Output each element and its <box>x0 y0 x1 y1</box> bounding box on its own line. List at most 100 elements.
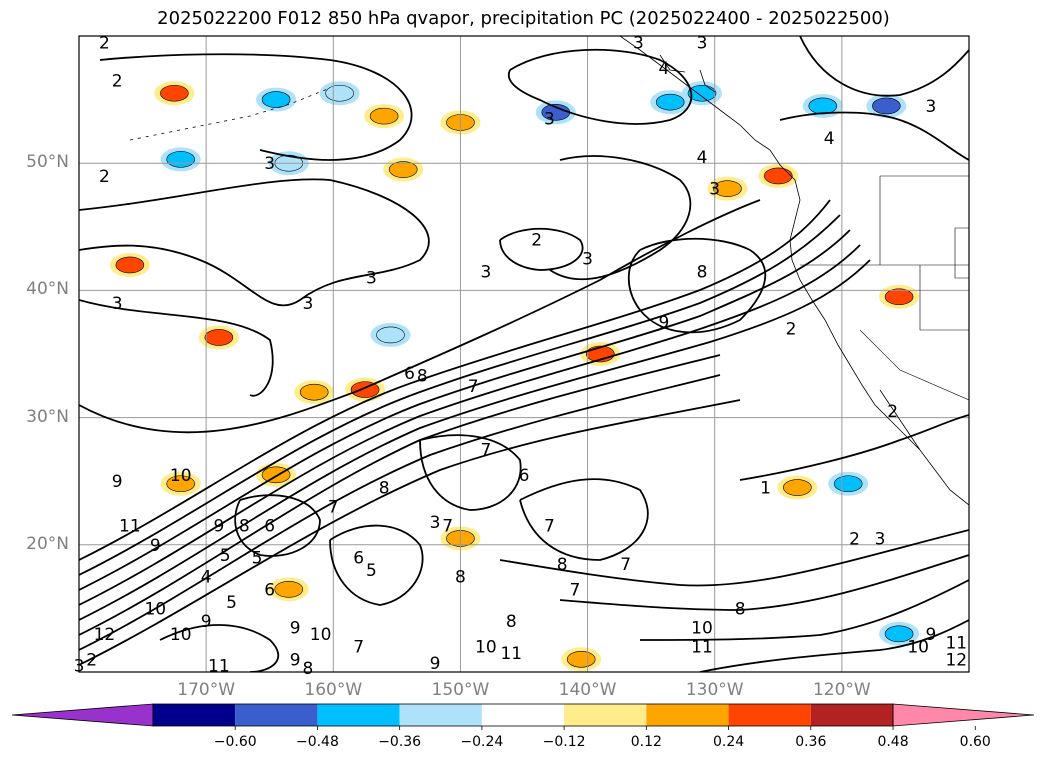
precip-cell <box>160 84 189 102</box>
coastlines <box>129 36 969 506</box>
contour-label: 7 <box>544 517 555 537</box>
contour-label: 7 <box>620 555 631 575</box>
contour-label: 6 <box>404 364 415 384</box>
contour-label: 2 <box>786 320 797 340</box>
colorbar-tick-label: 0.12 <box>630 734 662 750</box>
contour-label: 9 <box>925 625 936 645</box>
contour-label: 11 <box>119 517 141 537</box>
contour-label: 7 <box>442 517 453 537</box>
colorbar-tick-label: 0.48 <box>877 734 909 750</box>
colorbar-tick-label: −0.48 <box>295 734 339 750</box>
contour-label: 3 <box>366 269 377 289</box>
colorbar-segment <box>481 704 565 726</box>
precip-cell <box>325 84 354 102</box>
contour-line <box>329 524 424 606</box>
contour-label: 5 <box>366 561 377 581</box>
contour-label: 11 <box>945 634 967 654</box>
contour-label: 2 <box>112 72 123 92</box>
precip-cell <box>115 256 145 274</box>
contour-label: 8 <box>697 262 708 282</box>
contour-label: 2 <box>531 231 542 251</box>
map-background <box>79 36 969 672</box>
colorbar-segment <box>810 704 894 726</box>
contour-line <box>499 227 584 271</box>
contour-label: 12 <box>94 625 116 645</box>
contour-label: 10 <box>475 638 497 658</box>
contour-label: 3 <box>112 294 123 314</box>
contour-label: 10 <box>310 625 332 645</box>
precip-cell <box>299 383 329 401</box>
precip-cell <box>808 97 838 115</box>
contour-label: 11 <box>500 644 522 664</box>
contour-label: 3 <box>480 262 491 282</box>
contour-label: 3 <box>875 529 886 549</box>
precip-cell <box>763 167 793 185</box>
contour-line <box>79 259 871 621</box>
precip-cell <box>369 107 399 125</box>
contour-label: 9 <box>430 654 441 674</box>
contour-label: 7 <box>480 440 491 460</box>
contour-line <box>507 48 693 125</box>
lat-tick-label: 50°N <box>26 152 69 173</box>
precip-cell <box>833 475 863 493</box>
precip-cell <box>655 93 685 111</box>
contour-line <box>234 494 321 557</box>
precip-cell <box>713 180 742 197</box>
contour-label: 4 <box>201 568 212 588</box>
aleutian-islands <box>129 87 331 141</box>
contour-label: 7 <box>353 638 364 658</box>
colorbar-segment <box>646 704 729 726</box>
precip-cell <box>783 479 812 496</box>
contour-line <box>79 214 841 576</box>
north-america-coastline <box>769 149 969 506</box>
colorbar-segment <box>728 704 811 726</box>
contour-label: 3 <box>633 33 644 53</box>
contour-label: 10 <box>691 618 713 638</box>
map-frame <box>78 35 970 673</box>
colorbar-extend-max <box>892 703 1035 727</box>
precip-cell <box>872 97 901 115</box>
contour-label: 3 <box>430 513 441 533</box>
contour-label: 3 <box>709 180 720 200</box>
contour-line <box>499 529 969 587</box>
precip-cell <box>687 84 717 102</box>
contour-label: 8 <box>557 555 568 575</box>
contour-label: 8 <box>379 479 390 499</box>
contour-label: 2 <box>86 650 97 670</box>
contour-label: 2 <box>887 402 898 422</box>
contour-line <box>79 229 851 591</box>
contour-line <box>549 155 692 281</box>
contour-label: 4 <box>697 148 708 168</box>
qvapor-contours <box>79 36 969 672</box>
lat-tick-label: 30°N <box>26 406 69 427</box>
contour-line <box>99 53 413 161</box>
contour-line <box>79 374 721 651</box>
lon-tick-label: 150°W <box>431 680 490 700</box>
contour-label: 2 <box>849 529 860 549</box>
precip-cell <box>166 475 196 493</box>
contour-label: 1 <box>760 479 771 499</box>
contour-label: 3 <box>544 110 555 130</box>
colorbar-segment <box>564 704 647 726</box>
colorbar-segment <box>317 704 400 726</box>
contour-label: 6 <box>353 549 364 569</box>
contour-line <box>79 399 741 666</box>
contour-label: 8 <box>455 568 466 588</box>
contour-label: 6 <box>264 517 275 537</box>
contour-label: 2 <box>99 33 110 53</box>
contour-label: 9 <box>658 313 669 333</box>
colorbar <box>11 703 1035 730</box>
contour-label: 9 <box>213 517 224 537</box>
contour-label: 10 <box>907 638 929 658</box>
contour-label: 3 <box>925 97 936 117</box>
colorbar-tick-label: −0.36 <box>378 734 422 750</box>
gridlines <box>79 36 969 672</box>
contour-line <box>739 414 969 481</box>
contour-line <box>779 111 969 161</box>
precip-cell <box>566 650 596 668</box>
colorbar-tick-label: 0.60 <box>959 734 991 750</box>
contour-label: 8 <box>735 599 746 619</box>
colorbar-segment <box>235 704 318 726</box>
contour-label: 9 <box>201 612 212 632</box>
